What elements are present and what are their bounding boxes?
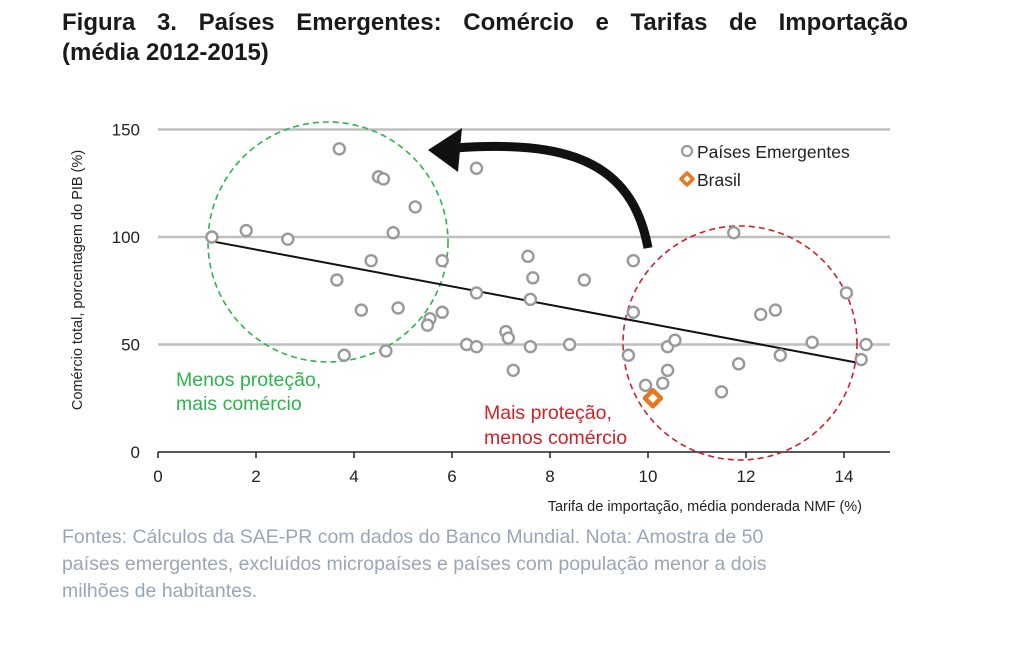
country-point	[731, 357, 746, 371]
x-tick-label: 10	[639, 467, 658, 486]
annotation-circles	[207, 121, 858, 461]
x-tick-label: 0	[153, 467, 162, 486]
y-axis-title: Comércio total, porcentagem do PIB (%)	[70, 150, 86, 410]
legend-label-paises: Países Emergentes	[697, 142, 850, 162]
country-point	[526, 271, 540, 285]
gridlines	[158, 128, 890, 346]
green-annotation-line-1: Menos proteção,	[176, 369, 321, 391]
curved-arrow	[428, 128, 653, 249]
country-point	[501, 331, 516, 345]
x-axis-title: Tarifa de importação, média ponderada NM…	[548, 499, 862, 515]
country-point	[562, 337, 577, 352]
y-tick-label: 0	[131, 443, 140, 462]
country-point	[805, 335, 819, 350]
country-point	[668, 333, 682, 347]
country-point	[859, 337, 873, 352]
source-note: Fontes: Cálculos da SAE-PR com dados do …	[62, 524, 912, 605]
y-tick-label: 150	[112, 121, 140, 140]
country-point	[337, 348, 351, 362]
country-point	[506, 363, 520, 377]
country-point	[332, 142, 346, 156]
country-point	[420, 318, 435, 332]
country-point	[239, 223, 253, 238]
country-point	[469, 339, 484, 354]
axes: 0 2 4 6 8 10 12 14 0 50 100 150 Tarifa de importação…	[70, 121, 890, 515]
country-point	[773, 348, 787, 362]
x-tick-label: 14	[835, 467, 854, 486]
country-point	[408, 200, 422, 214]
figure-title-line-1: Figura 3. Países Emergentes: Comércio e …	[62, 9, 908, 36]
country-point	[469, 161, 484, 175]
country-point	[364, 253, 378, 268]
data-points	[205, 142, 873, 409]
x-tick-label: 6	[447, 467, 456, 486]
country-point	[577, 273, 591, 287]
country-point	[521, 249, 535, 264]
source-note-line-2: países emergentes, excluídos micropaíses…	[62, 553, 767, 575]
figure-title: Figura 3. Países Emergentes: Comércio e …	[62, 8, 962, 68]
arrow-head	[428, 128, 462, 172]
trendline	[211, 240, 864, 365]
country-point	[469, 286, 484, 300]
country-point	[354, 303, 369, 317]
green-annotation-circle	[207, 121, 449, 363]
x-tick-label: 2	[251, 467, 260, 486]
x-tick-label: 4	[349, 467, 358, 486]
country-point	[727, 225, 741, 240]
legend-diamond-marker	[679, 171, 695, 187]
country-point	[523, 292, 538, 307]
figure-title-line-2: (média 2012-2015)	[62, 39, 269, 66]
country-point	[523, 339, 538, 354]
red-annotation-line-2: menos comércio	[484, 427, 627, 449]
trendline-group	[211, 240, 864, 365]
arrow-shaft	[454, 141, 653, 249]
country-point	[435, 253, 449, 268]
country-point	[660, 363, 675, 377]
source-note-line-1: Fontes: Cálculos da SAE-PR com dados do …	[62, 526, 764, 548]
legend-circle-marker	[680, 144, 694, 158]
x-tick-label: 12	[737, 467, 756, 486]
country-point	[391, 301, 405, 315]
country-point	[379, 344, 393, 358]
legend: Países Emergentes Brasil	[679, 142, 850, 190]
country-point	[386, 225, 400, 240]
green-annotation-line-2: mais comércio	[176, 393, 302, 415]
y-tick-label: 100	[112, 228, 140, 247]
chart-labels: Menos proteção,mais comércio Mais proteçã…	[176, 369, 627, 449]
country-point	[656, 376, 670, 390]
country-point	[205, 230, 219, 244]
source-note-line-3: milhões de habitantes.	[62, 580, 258, 602]
country-point	[376, 172, 391, 186]
y-tick-label: 50	[121, 336, 140, 355]
country-point	[435, 305, 449, 319]
country-point	[854, 352, 868, 367]
country-point	[638, 378, 653, 393]
country-point	[768, 303, 783, 317]
country-point	[626, 253, 640, 268]
red-annotation-line-1: Mais proteção,	[484, 402, 612, 424]
brasil-point	[642, 388, 664, 409]
country-point	[839, 286, 854, 300]
country-point	[330, 273, 344, 287]
legend-label-brasil: Brasil	[697, 170, 741, 190]
scatter-chart: 0 2 4 6 8 10 12 14 0 50 100 150 Tarifa de importação…	[70, 121, 890, 515]
country-point	[754, 307, 768, 322]
country-point	[714, 385, 729, 399]
x-tick-label: 8	[545, 467, 554, 486]
red-annotation-circle	[622, 225, 858, 461]
country-point	[626, 305, 640, 319]
country-point	[281, 232, 295, 246]
country-point	[621, 348, 636, 362]
